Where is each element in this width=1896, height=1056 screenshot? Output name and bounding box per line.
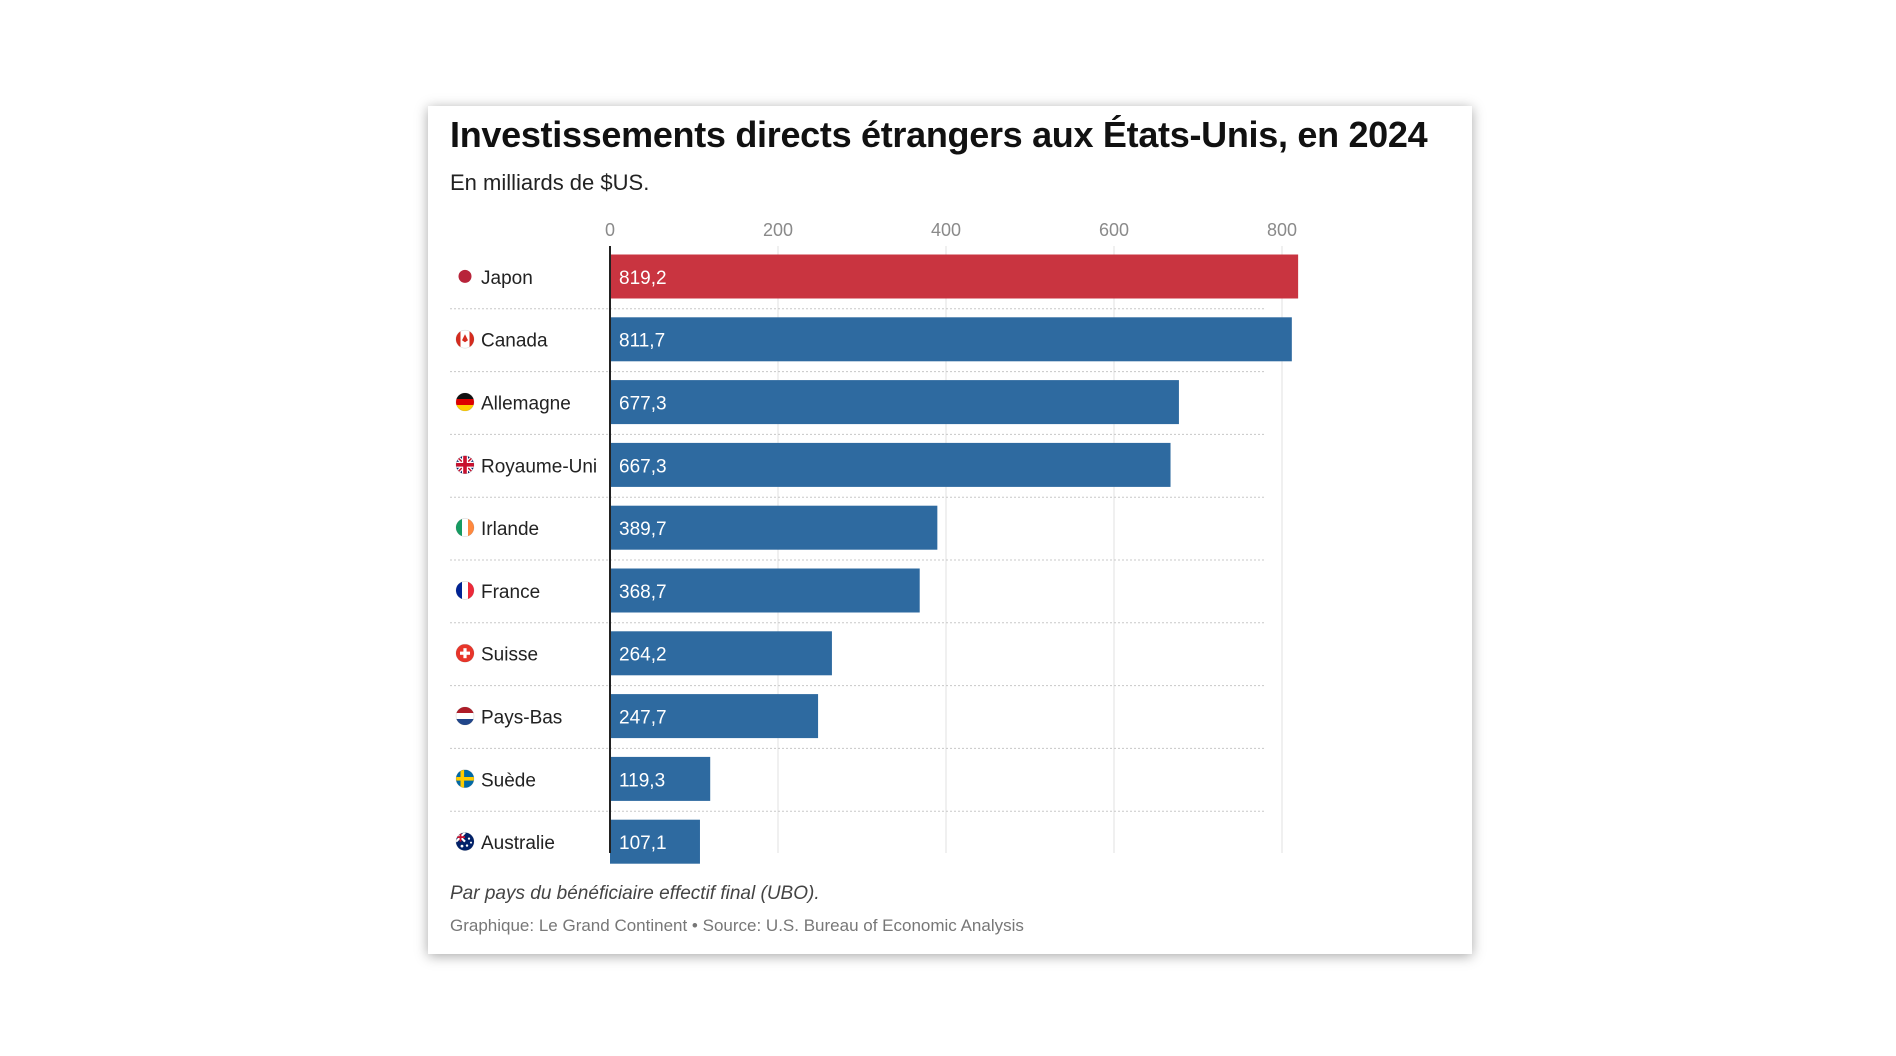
chart-card: Investissements directs étrangers aux Ét… (428, 106, 1472, 954)
ireland-flag-icon (455, 518, 475, 537)
switzerland-flag-icon (455, 643, 475, 663)
x-tick-label: 200 (763, 220, 793, 240)
uk-flag-icon (455, 455, 475, 475)
bar-row-pays-bas: Pays-Bas 247,7 (455, 694, 819, 739)
sweden-flag-icon (455, 769, 475, 789)
value-label: 368,7 (619, 582, 667, 603)
bar-row-france: France 368,7 (455, 568, 920, 613)
bar-row-japon: Japon 819,2 (458, 254, 1299, 299)
bar (610, 442, 1171, 487)
value-label: 247,7 (619, 708, 667, 729)
category-label: Japon (481, 268, 533, 289)
value-label: 107,1 (619, 833, 667, 854)
bar (610, 380, 1179, 425)
x-axis-ticks: 0 200 400 600 800 (605, 220, 1297, 240)
category-label: Pays-Bas (481, 708, 562, 729)
bar-row-suisse: Suisse 264,2 (455, 631, 832, 676)
bar-rows: Japon 819,2 Canada 811,7 Allemagne 677,3 Royau… (455, 254, 1299, 864)
gridlines (450, 246, 1283, 853)
value-label: 389,7 (619, 519, 667, 540)
value-label: 667,3 (619, 456, 667, 477)
bar (610, 254, 1299, 299)
chart-subtitle: En milliards de $US. (450, 170, 650, 195)
france-flag-icon (455, 581, 475, 600)
bar-row-royaume-uni: Royaume-Uni 667,3 (455, 442, 1171, 487)
japan-flag-icon (458, 269, 472, 283)
category-label: Australie (481, 833, 555, 854)
bar-chart: 0 200 400 600 800 Japon 819,2 Canada 811,7 Allem… (450, 220, 1299, 864)
bar-row-suède: Suède 119,3 (455, 756, 711, 801)
chart-note: Par pays du bénéficiaire effectif final … (450, 883, 820, 904)
category-label: Allemagne (481, 394, 571, 415)
netherlands-flag-icon (455, 706, 475, 726)
x-tick-label: 600 (1099, 220, 1129, 240)
bar-row-canada: Canada 811,7 (455, 317, 1292, 362)
bar (610, 568, 920, 613)
germany-flag-icon (455, 392, 475, 412)
bar (610, 756, 711, 801)
bar (610, 631, 832, 676)
category-label: Royaume-Uni (481, 456, 597, 477)
category-label: France (481, 582, 540, 603)
x-tick-label: 800 (1267, 220, 1297, 240)
bar (610, 317, 1292, 362)
value-label: 264,2 (619, 645, 667, 666)
category-label: Irlande (481, 519, 539, 540)
chart-source: Graphique: Le Grand Continent • Source: … (450, 916, 1024, 935)
bar (610, 694, 819, 739)
australia-flag-icon (455, 832, 475, 851)
x-tick-label: 0 (605, 220, 615, 240)
value-label: 819,2 (619, 268, 667, 289)
category-label: Canada (481, 331, 548, 352)
value-label: 119,3 (619, 770, 665, 791)
category-label: Suède (481, 770, 536, 791)
bar (610, 819, 700, 864)
bar-row-australie: Australie 107,1 (455, 819, 700, 864)
canada-flag-icon (455, 329, 475, 349)
chart-title: Investissements directs étrangers aux Ét… (450, 114, 1428, 155)
x-tick-label: 400 (931, 220, 961, 240)
bar-row-irlande: Irlande 389,7 (455, 505, 938, 550)
bar (610, 505, 938, 550)
category-label: Suisse (481, 645, 538, 666)
value-label: 677,3 (619, 394, 667, 415)
value-label: 811,7 (619, 331, 665, 352)
bar-row-allemagne: Allemagne 677,3 (455, 380, 1179, 425)
